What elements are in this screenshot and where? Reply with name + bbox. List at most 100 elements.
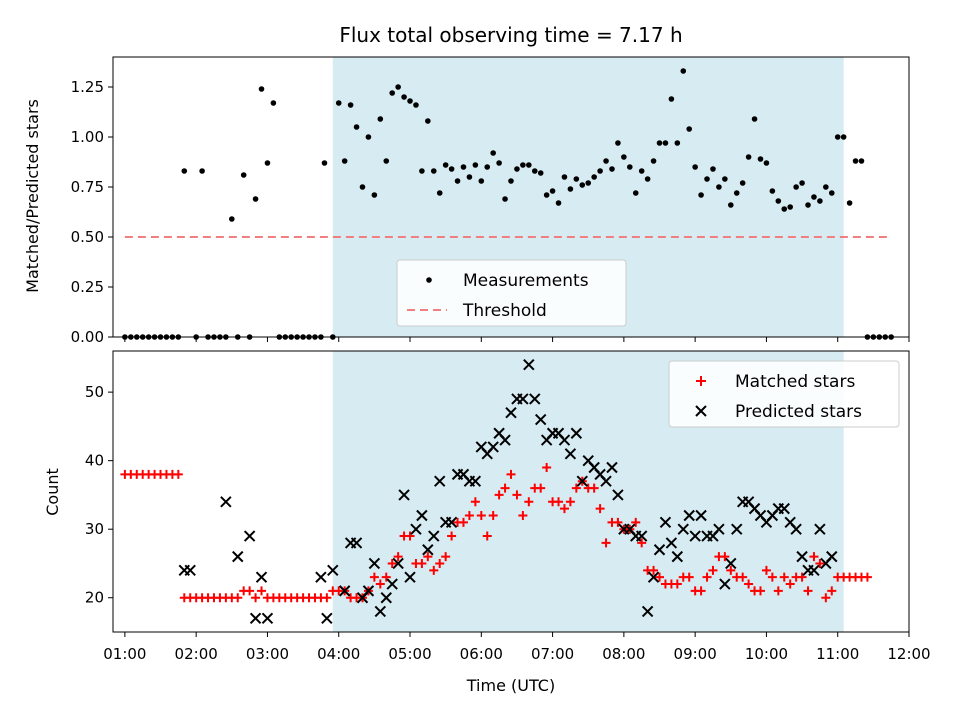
- measurement-point: [644, 176, 651, 182]
- legend-label: Threshold: [462, 301, 547, 321]
- x-tick-label: 11:00: [816, 645, 859, 663]
- predicted-star-point: [778, 502, 790, 515]
- predicted-star-point: [731, 523, 743, 535]
- measurement-point: [757, 156, 764, 162]
- matched-star-point: [405, 531, 415, 541]
- legend-label: Measurements: [463, 271, 589, 291]
- y-tick-label: 0.25: [71, 278, 104, 296]
- measurement-point: [478, 178, 485, 184]
- predicted-star-point: [374, 605, 387, 618]
- measurement-point: [680, 68, 687, 74]
- x-axis-label: Time (UTC): [466, 676, 555, 695]
- measurement-point: [561, 174, 568, 180]
- predicted-star-point: [410, 523, 422, 535]
- measurement-point: [727, 202, 734, 208]
- predicted-star-point: [600, 475, 612, 487]
- matched-star-point: [702, 572, 712, 582]
- measurement-point: [638, 168, 645, 174]
- predicted-star-point: [499, 434, 511, 446]
- measurement-point: [787, 204, 793, 210]
- matched-star-point: [821, 593, 831, 603]
- matched-star-point: [500, 483, 510, 493]
- predicted-star-point: [422, 544, 434, 556]
- predicted-star-point: [184, 564, 196, 577]
- measurement-point: [490, 150, 496, 156]
- legend-swatch: [696, 376, 706, 386]
- measurement-point: [335, 100, 342, 106]
- matched-star-point: [536, 483, 546, 493]
- matched-star-point: [815, 558, 825, 568]
- top-x-ticks: [124, 337, 910, 342]
- matched-star-point: [423, 552, 433, 562]
- predicted-star-point: [796, 550, 808, 563]
- measurement-point: [531, 168, 538, 174]
- matched-star-point: [595, 504, 605, 514]
- x-tick-label: 08:00: [602, 645, 645, 663]
- predicted-star-point: [612, 489, 624, 501]
- matched-star-point: [720, 552, 730, 562]
- measurement-point: [733, 190, 740, 196]
- measurement-point: [621, 154, 627, 160]
- measurement-point: [609, 166, 615, 172]
- measurement-point: [858, 158, 865, 164]
- matched-star-point: [785, 579, 795, 589]
- measurement-point: [751, 116, 758, 122]
- measurement-point: [840, 134, 847, 140]
- predicted-star-point: [404, 571, 416, 583]
- y-tick-label: 50: [85, 383, 104, 401]
- measurement-point: [722, 176, 728, 182]
- predicted-star-point: [790, 523, 802, 535]
- measurement-point: [781, 206, 788, 212]
- matched-star-point: [744, 579, 754, 589]
- predicted-star-point: [487, 441, 499, 453]
- matched-star-point: [637, 538, 647, 548]
- matched-star-point: [245, 586, 255, 596]
- measurement-point: [419, 168, 425, 174]
- matched-star-point: [589, 483, 599, 493]
- measurement-point: [371, 192, 378, 198]
- matched-star-point: [387, 558, 397, 568]
- matched-star-point: [738, 572, 748, 582]
- matched-star-point: [524, 497, 534, 507]
- measurement-point: [799, 180, 805, 186]
- predicted-star-point: [380, 592, 392, 604]
- legend-frame: [668, 360, 900, 428]
- bottom-y-axis-label: Count: [43, 468, 62, 516]
- measurement-point: [258, 86, 265, 92]
- measurement-point: [264, 160, 271, 166]
- matched-star-point: [506, 469, 516, 479]
- measurement-point: [430, 168, 437, 174]
- measurement-point: [537, 170, 544, 176]
- measurement-point: [413, 102, 419, 108]
- predicted-star-point: [635, 530, 648, 542]
- predicted-star-point: [677, 523, 689, 535]
- y-tick-label: 40: [85, 452, 104, 470]
- predicted-star-point: [321, 612, 333, 625]
- measurement-point: [240, 172, 247, 178]
- predicted-star-point: [564, 448, 577, 460]
- predicted-star-point: [445, 516, 458, 529]
- legend-swatch: [426, 277, 432, 283]
- matched-star-point: [559, 504, 569, 514]
- measurement-point: [817, 198, 823, 204]
- matched-star-point: [684, 572, 694, 582]
- measurement-point: [407, 98, 413, 104]
- measurement-point: [668, 96, 675, 102]
- predicted-star-point: [647, 571, 660, 583]
- x-tick-label: 07:00: [531, 645, 574, 663]
- matched-star-point: [554, 497, 564, 507]
- predicted-star-point: [719, 578, 731, 590]
- predicted-star-point: [327, 564, 339, 577]
- predicted-star-point: [261, 612, 274, 625]
- predicted-star-point: [641, 605, 654, 618]
- matched-star-point: [696, 586, 706, 596]
- measurement-point: [769, 188, 776, 194]
- matched-star-point: [613, 517, 623, 527]
- matched-star-point: [672, 579, 682, 589]
- y-tick-label: 0.00: [71, 328, 104, 346]
- measurement-point: [436, 190, 443, 196]
- measurement-point: [502, 196, 508, 202]
- predicted-star-point: [534, 413, 547, 426]
- legend-label: Predicted stars: [735, 402, 862, 422]
